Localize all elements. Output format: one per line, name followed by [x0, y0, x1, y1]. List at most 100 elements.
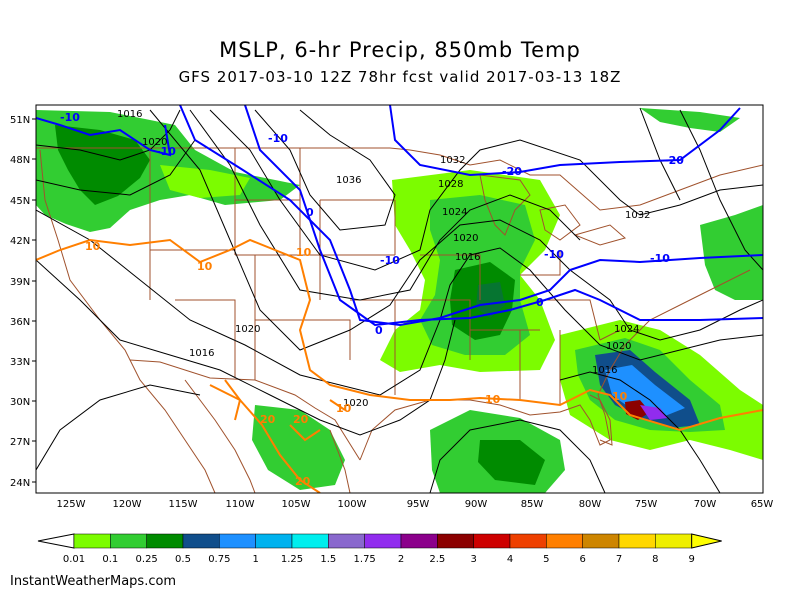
temp-label: 10 [485, 393, 501, 406]
lat-label: 51N [10, 115, 30, 126]
legend-swatch [437, 533, 474, 549]
lon-label: 75W [635, 499, 658, 510]
temp-contour-minus20 [389, 105, 741, 177]
temp-label: -10 [60, 111, 80, 124]
temp-label: -20 [664, 154, 684, 167]
legend-swatch [182, 533, 220, 549]
legend-swatch [219, 533, 256, 549]
legend-label: 9 [688, 554, 694, 565]
precip-region-mexico [252, 405, 345, 490]
temp-contour-minus10-west [36, 117, 172, 157]
legend-swatch [546, 533, 583, 549]
isobar-label: 1016 [117, 109, 142, 120]
legend-label: 2.5 [429, 554, 445, 565]
lon-label: 120W [113, 499, 142, 510]
legend-swatch [146, 533, 184, 549]
temp-label: 10 [336, 402, 352, 415]
temp-contour-minus10 [179, 105, 763, 327]
lat-label: 45N [10, 196, 30, 207]
temp-label: -10 [156, 145, 176, 158]
legend-swatch [473, 533, 511, 549]
legend-label: 2 [398, 554, 404, 565]
latitude-ticks [32, 118, 36, 483]
lat-label: 30N [10, 397, 30, 408]
temp-label: -10 [380, 254, 400, 267]
legend-swatch [582, 533, 620, 549]
isobar-label: 1020 [606, 341, 631, 352]
isobar-1032 [209, 109, 763, 271]
isobar-label: 1020 [142, 137, 167, 148]
isobar-label: 1028 [438, 179, 463, 190]
legend-label: 1 [252, 554, 258, 565]
lon-label: 105W [282, 499, 311, 510]
legend-label: 0.01 [63, 554, 85, 565]
legend-label: 0.25 [136, 554, 158, 565]
temperature-contours [36, 105, 763, 493]
coastline-west [39, 149, 216, 493]
lon-label: 115W [169, 499, 198, 510]
lon-label: 90W [465, 499, 488, 510]
temp-contour-0 [244, 105, 763, 327]
legend-label: 7 [616, 554, 622, 565]
lon-label: 85W [521, 499, 544, 510]
isobar-label: 1016 [592, 365, 617, 376]
legend-label: 0.75 [208, 554, 230, 565]
legend-label: 1.25 [281, 554, 303, 565]
isobar-1024-nw [36, 139, 196, 196]
latitude-labels: 51N 48N 45N 42N 39N 36N 33N 30N 27N 24N [10, 115, 30, 489]
legend-swatch [255, 533, 293, 549]
lon-label: 80W [579, 499, 602, 510]
isobar-1028 [189, 109, 581, 301]
isobar-label: 1020 [343, 398, 368, 409]
legend-swatch [655, 533, 692, 549]
mexico-coast [184, 379, 351, 493]
isobar-label: 1016 [455, 252, 480, 263]
lat-label: 27N [10, 437, 30, 448]
florida [589, 394, 613, 446]
legend-label: 6 [579, 554, 585, 565]
precip-region-canada [640, 108, 740, 132]
temp-label: -10 [268, 132, 288, 145]
temp-label: 20 [295, 475, 311, 488]
precip-legend: 0.01 0.1 0.25 0.5 0.75 1 1.25 1.5 1.75 2 2.5 3 4 5 6 7 8… [37, 533, 722, 565]
isobar-label: 1032 [625, 210, 650, 221]
legend-label: 8 [652, 554, 658, 565]
temp-contour-10-south [224, 379, 346, 421]
lon-label: 65W [751, 499, 774, 510]
legend-swatch [73, 533, 111, 549]
isobar-1020-south [36, 384, 606, 493]
legend-label: 0.5 [175, 554, 191, 565]
isobar-label: 1036 [336, 175, 361, 186]
lon-label: 95W [407, 499, 430, 510]
lon-label: 110W [226, 499, 255, 510]
temp-label: 0 [306, 206, 314, 219]
isobar-label: 1020 [235, 324, 260, 335]
temp-label: 0 [375, 324, 383, 337]
precip-region-northeast [700, 205, 763, 300]
temp-label: 10 [197, 260, 213, 273]
temp-contour-10 [36, 238, 763, 432]
lat-label: 48N [10, 155, 30, 166]
isobar-label: 1020 [453, 233, 478, 244]
legend-swatch [509, 533, 547, 549]
temp-label: 10 [612, 390, 628, 403]
temp-label: 0 [536, 296, 544, 309]
border-us-mexico [129, 359, 361, 461]
isobar-1024 [149, 109, 763, 351]
lat-label: 24N [10, 478, 30, 489]
legend-label: 0.1 [102, 554, 118, 565]
lon-label: 100W [338, 499, 367, 510]
temp-label: -20 [502, 165, 522, 178]
isobar-1028-nw [36, 109, 181, 161]
precip-region-gulf-core [478, 440, 545, 485]
longitude-labels: 125W 120W 115W 110W 105W 100W 95W 90W 85… [57, 499, 774, 510]
temp-label: -10 [650, 252, 670, 265]
precip-region-southeast-purple [640, 405, 668, 420]
isobar-1016 [36, 259, 721, 493]
map-frame [35, 104, 764, 494]
legend-label: 1.5 [320, 554, 336, 565]
lat-label: 42N [10, 236, 30, 247]
temp-label: 20 [260, 413, 276, 426]
isobar-labels: 1016 1020 1028 1032 1036 1032 1028 1024 … [117, 109, 650, 409]
isobars [36, 107, 763, 493]
